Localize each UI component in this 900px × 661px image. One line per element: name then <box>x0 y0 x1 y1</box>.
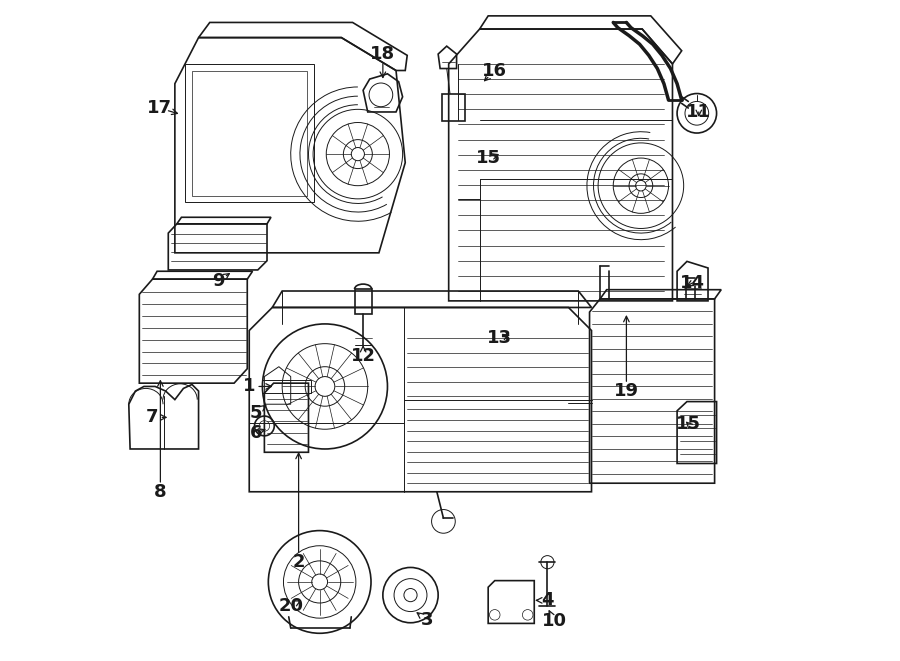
Text: 18: 18 <box>370 45 395 63</box>
Text: 11: 11 <box>687 103 711 121</box>
Text: 14: 14 <box>680 274 705 292</box>
Text: 20: 20 <box>278 597 303 615</box>
Bar <box>192 71 307 196</box>
Bar <box>262 380 311 393</box>
Text: 15: 15 <box>676 415 701 433</box>
Bar <box>442 94 465 121</box>
Text: 13: 13 <box>487 329 512 348</box>
Text: 7: 7 <box>146 408 158 426</box>
Text: 17: 17 <box>147 99 172 117</box>
Text: 1: 1 <box>243 377 256 395</box>
Text: 2: 2 <box>292 553 305 571</box>
Text: 6: 6 <box>249 424 262 442</box>
Text: 4: 4 <box>541 592 554 609</box>
Bar <box>355 289 372 314</box>
Text: 3: 3 <box>420 611 433 629</box>
Text: 10: 10 <box>542 613 566 631</box>
Text: 16: 16 <box>482 61 508 79</box>
Text: 12: 12 <box>351 346 375 364</box>
Text: 8: 8 <box>154 483 166 501</box>
Text: 19: 19 <box>614 382 639 400</box>
Text: 15: 15 <box>476 149 500 167</box>
Text: 9: 9 <box>212 272 225 290</box>
Bar <box>185 64 314 202</box>
Text: 5: 5 <box>249 404 262 422</box>
